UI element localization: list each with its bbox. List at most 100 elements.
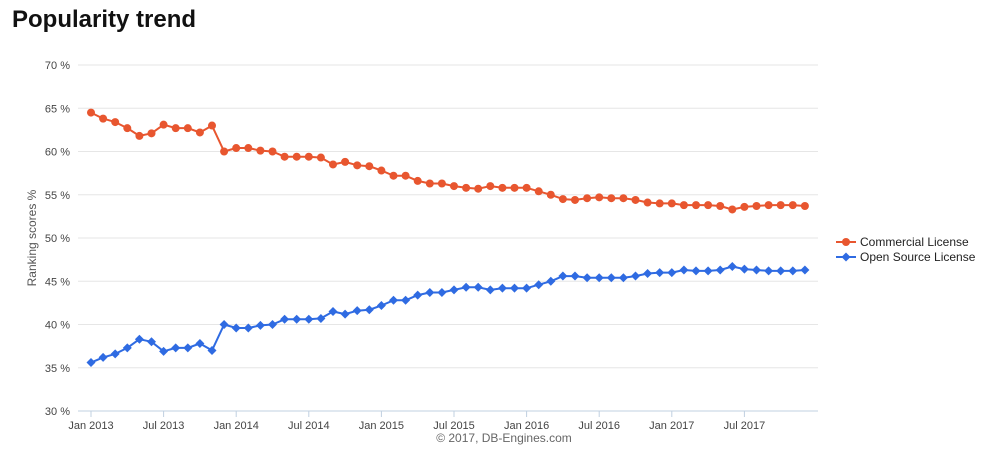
data-point-open-source	[510, 283, 519, 293]
data-point-open-source	[679, 265, 689, 275]
data-point-open-source	[534, 280, 544, 290]
data-point-open-source	[788, 266, 798, 276]
data-point-open-source	[691, 266, 701, 276]
data-point-open-source	[667, 268, 677, 278]
data-point-commercial	[220, 147, 229, 156]
data-point-commercial	[704, 201, 713, 210]
legend-item-commercial[interactable]: Commercial License	[836, 235, 969, 249]
x-tick-label: Jul 2013	[143, 420, 185, 432]
data-point-commercial	[147, 129, 156, 138]
data-point-commercial	[728, 205, 737, 214]
data-point-commercial	[619, 194, 628, 203]
data-point-commercial	[365, 162, 374, 171]
data-point-open-source	[292, 314, 302, 324]
data-point-open-source	[727, 262, 737, 272]
data-point-commercial	[558, 195, 567, 204]
data-point-open-source	[776, 266, 786, 276]
data-point-open-source	[122, 343, 132, 353]
data-point-commercial	[244, 144, 253, 153]
data-point-commercial	[788, 201, 797, 210]
data-point-commercial	[292, 152, 301, 161]
data-point-open-source	[631, 271, 640, 281]
credit-text[interactable]: © 2017, DB-Engines.com	[436, 431, 572, 445]
data-point-open-source	[86, 358, 96, 368]
data-point-open-source	[618, 273, 628, 283]
data-point-commercial	[571, 195, 579, 204]
data-point-commercial	[256, 146, 265, 155]
x-tick-label: Jul 2016	[578, 420, 620, 432]
data-point-open-source	[328, 307, 338, 317]
data-point-open-source	[485, 285, 495, 295]
x-tick-label: Jul 2015	[433, 420, 475, 432]
legend-label-commercial: Commercial License	[860, 235, 969, 249]
legend[interactable]: Commercial License Open Source License	[836, 235, 976, 264]
data-point-commercial	[510, 183, 519, 192]
x-tick-label: Jul 2014	[288, 420, 330, 432]
data-point-open-source	[352, 306, 362, 316]
data-point-commercial	[740, 202, 749, 211]
x-tick-label: Jul 2017	[724, 420, 766, 432]
data-point-open-source	[739, 264, 749, 274]
data-point-open-source	[110, 349, 120, 359]
data-point-open-source	[764, 266, 774, 276]
data-point-commercial	[631, 195, 640, 204]
data-point-open-source	[304, 314, 314, 324]
data-point-commercial	[546, 190, 555, 199]
data-point-commercial	[655, 199, 664, 208]
data-point-commercial	[534, 187, 543, 196]
data-point-commercial	[643, 198, 652, 207]
data-point-commercial	[389, 171, 398, 180]
data-point-open-source	[231, 323, 241, 333]
legend-label-open-source: Open Source License	[860, 250, 976, 264]
y-tick-label: 55 %	[45, 190, 70, 202]
data-point-commercial	[425, 179, 434, 188]
axes: 30 % 35 % 40 % 45 % 50 % 55 % 60 % 65 % 70 % Jan …	[45, 60, 765, 432]
data-point-open-source	[268, 320, 277, 329]
data-point-open-source	[147, 337, 156, 347]
data-point-open-source	[752, 265, 761, 275]
data-point-commercial	[183, 124, 192, 133]
data-point-commercial	[280, 152, 289, 161]
data-point-open-source	[243, 323, 253, 333]
data-point-commercial	[413, 176, 422, 185]
x-tick-label: Jan 2013	[68, 420, 113, 432]
y-tick-label: 35 %	[45, 363, 70, 375]
data-point-open-source	[401, 295, 411, 305]
data-point-commercial	[716, 201, 725, 210]
data-point-open-source	[171, 343, 181, 353]
x-tick-label: Jan 2014	[214, 420, 259, 432]
data-point-open-source	[340, 309, 350, 319]
data-point-commercial	[316, 153, 325, 162]
y-tick-label: 65 %	[45, 103, 70, 115]
data-point-commercial	[462, 183, 471, 192]
data-point-commercial	[135, 131, 144, 140]
data-point-open-source	[255, 320, 265, 330]
data-point-commercial	[752, 201, 761, 210]
data-point-commercial	[583, 194, 592, 203]
data-point-open-source	[655, 268, 665, 278]
data-point-open-source	[473, 282, 483, 292]
data-point-commercial	[607, 194, 616, 203]
data-point-open-source	[364, 305, 374, 315]
data-point-commercial	[268, 147, 277, 156]
x-tick-label: Jan 2016	[504, 420, 549, 432]
y-tick-label: 50 %	[45, 233, 70, 245]
data-point-open-source	[207, 345, 217, 355]
data-point-open-source	[425, 287, 435, 297]
data-point-open-source	[594, 273, 604, 283]
y-axis-title: Ranking scores %	[25, 189, 39, 286]
data-point-open-source	[570, 271, 580, 281]
data-point-open-source	[449, 285, 459, 295]
data-point-commercial	[595, 193, 604, 202]
legend-marker-commercial	[842, 238, 850, 246]
data-point-open-source	[195, 339, 205, 349]
legend-item-open-source[interactable]: Open Source License	[836, 250, 976, 264]
data-point-commercial	[123, 124, 132, 133]
data-point-open-source	[219, 320, 229, 329]
data-point-commercial	[437, 179, 446, 188]
data-point-commercial	[800, 201, 809, 210]
grid-lines	[78, 64, 818, 412]
data-point-open-source	[606, 273, 616, 283]
data-point-open-source	[582, 273, 592, 283]
data-point-commercial	[667, 199, 676, 208]
